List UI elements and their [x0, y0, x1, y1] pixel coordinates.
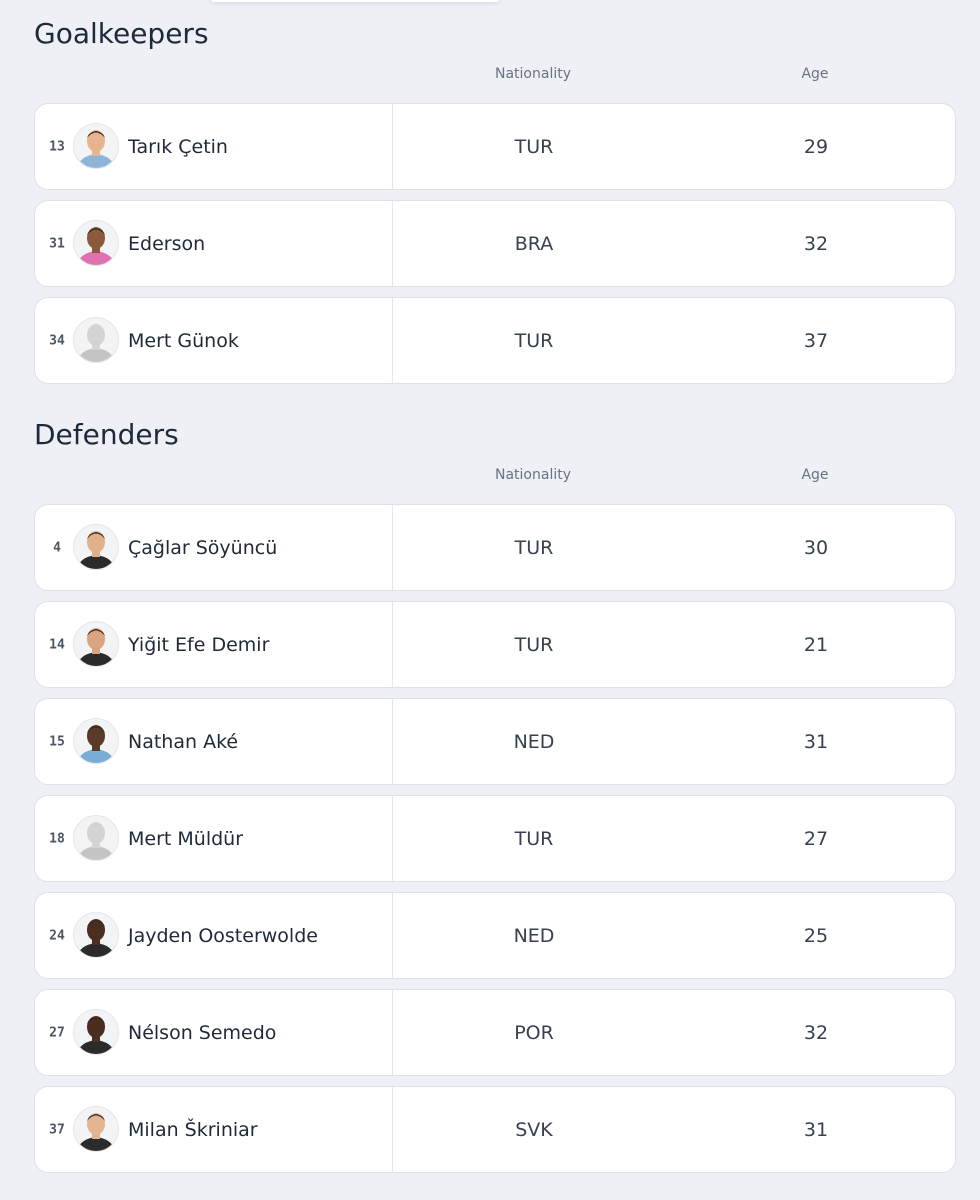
- player-name: Milan Škriniar: [128, 1118, 258, 1141]
- divider: [392, 893, 393, 978]
- section-title: Goalkeepers: [34, 17, 209, 50]
- shirt-number: 27: [49, 1025, 65, 1040]
- player-row[interactable]: 18 Mert Müldür TUR 27: [34, 795, 956, 882]
- age: 25: [803, 924, 829, 947]
- nationality: POR: [514, 1021, 554, 1044]
- avatar: [73, 123, 119, 169]
- avatar: [73, 718, 119, 764]
- divider: [392, 796, 393, 881]
- divider: [392, 201, 393, 286]
- player-name: Ederson: [128, 232, 206, 255]
- age: 29: [803, 135, 829, 158]
- avatar: [73, 815, 119, 861]
- divider: [392, 602, 393, 687]
- divider: [392, 505, 393, 590]
- player-name: Nathan Aké: [128, 730, 239, 753]
- avatar: [73, 220, 119, 266]
- player-row[interactable]: 14 Yiğit Efe Demir TUR 21: [34, 601, 956, 688]
- shirt-number: 4: [53, 540, 61, 555]
- shirt-number: 37: [49, 1122, 65, 1137]
- divider: [392, 104, 393, 189]
- player-name: Tarık Çetin: [128, 135, 228, 158]
- shirt-number: 18: [49, 831, 65, 846]
- avatar: [73, 317, 119, 363]
- nationality: TUR: [514, 633, 554, 656]
- age: 30: [803, 536, 829, 559]
- age: 21: [803, 633, 829, 656]
- nationality: TUR: [514, 536, 554, 559]
- avatar: [73, 1106, 119, 1152]
- avatar: [73, 621, 119, 667]
- column-header: Age: [801, 467, 829, 483]
- divider: [392, 1087, 393, 1172]
- avatar: [73, 524, 119, 570]
- shirt-number: 14: [49, 637, 65, 652]
- nationality: NED: [513, 924, 555, 947]
- player-row[interactable]: 27 Nélson Semedo POR 32: [34, 989, 956, 1076]
- nationality: TUR: [514, 329, 554, 352]
- age: 32: [803, 1021, 829, 1044]
- divider: [392, 699, 393, 784]
- player-name: Mert Müldür: [128, 827, 244, 850]
- player-row[interactable]: 13 Tarık Çetin TUR 29: [34, 103, 956, 190]
- player-name: Yiğit Efe Demir: [128, 633, 270, 656]
- nationality: NED: [513, 730, 555, 753]
- tab-edge: [210, 0, 500, 2]
- nationality: BRA: [514, 232, 554, 255]
- nationality: SVK: [515, 1118, 553, 1141]
- section-title: Defenders: [34, 418, 179, 451]
- age: 27: [803, 827, 829, 850]
- divider: [392, 990, 393, 1075]
- shirt-number: 13: [49, 139, 65, 154]
- player-row[interactable]: 34 Mert Günok TUR 37: [34, 297, 956, 384]
- column-header: Nationality: [494, 66, 572, 82]
- player-name: Çağlar Söyüncü: [128, 536, 278, 559]
- player-row[interactable]: 24 Jayden Oosterwolde NED 25: [34, 892, 956, 979]
- age: 37: [803, 329, 829, 352]
- player-name: Jayden Oosterwolde: [128, 924, 318, 947]
- divider: [392, 298, 393, 383]
- age: 32: [803, 232, 829, 255]
- avatar: [73, 912, 119, 958]
- nationality: TUR: [514, 827, 554, 850]
- column-header: Age: [801, 66, 829, 82]
- player-row[interactable]: 15 Nathan Aké NED 31: [34, 698, 956, 785]
- shirt-number: 24: [49, 928, 65, 943]
- player-row[interactable]: 31 Ederson BRA 32: [34, 200, 956, 287]
- player-name: Mert Günok: [128, 329, 239, 352]
- player-name: Nélson Semedo: [128, 1021, 277, 1044]
- shirt-number: 34: [49, 333, 65, 348]
- nationality: TUR: [514, 135, 554, 158]
- shirt-number: 15: [49, 734, 65, 749]
- avatar: [73, 1009, 119, 1055]
- age: 31: [803, 1118, 829, 1141]
- player-row[interactable]: 4 Çağlar Söyüncü TUR 30: [34, 504, 956, 591]
- column-header: Nationality: [494, 467, 572, 483]
- shirt-number: 31: [49, 236, 65, 251]
- age: 31: [803, 730, 829, 753]
- player-row[interactable]: 37 Milan Škriniar SVK 31: [34, 1086, 956, 1173]
